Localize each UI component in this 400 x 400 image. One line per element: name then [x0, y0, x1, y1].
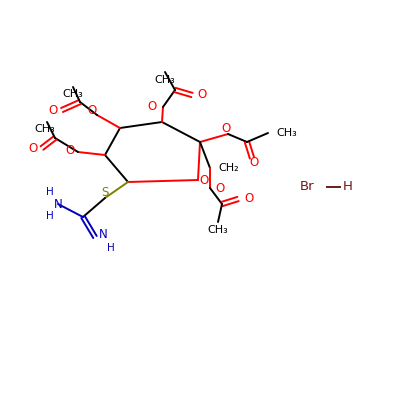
- Text: CH₂: CH₂: [218, 163, 239, 173]
- Text: O: O: [197, 88, 206, 102]
- Text: H: H: [46, 187, 54, 197]
- Text: O: O: [148, 100, 157, 114]
- Text: H: H: [343, 180, 353, 194]
- Text: H: H: [107, 243, 115, 253]
- Text: O: O: [249, 156, 259, 168]
- Text: H: H: [46, 211, 54, 221]
- Text: O: O: [66, 144, 75, 156]
- Text: N: N: [99, 228, 107, 242]
- Text: CH₃: CH₃: [276, 128, 297, 138]
- Text: CH₃: CH₃: [155, 75, 175, 85]
- Text: O: O: [49, 104, 58, 116]
- Text: Br: Br: [300, 180, 314, 194]
- Text: CH₃: CH₃: [63, 89, 83, 99]
- Text: O: O: [244, 192, 253, 206]
- Text: O: O: [29, 142, 38, 154]
- Text: CH₃: CH₃: [208, 225, 228, 235]
- Text: S: S: [101, 186, 109, 198]
- Text: N: N: [54, 198, 62, 210]
- Text: CH₃: CH₃: [35, 124, 55, 134]
- Text: O: O: [215, 182, 224, 194]
- Text: O: O: [199, 174, 209, 186]
- Text: O: O: [88, 104, 97, 118]
- Text: O: O: [221, 122, 231, 136]
